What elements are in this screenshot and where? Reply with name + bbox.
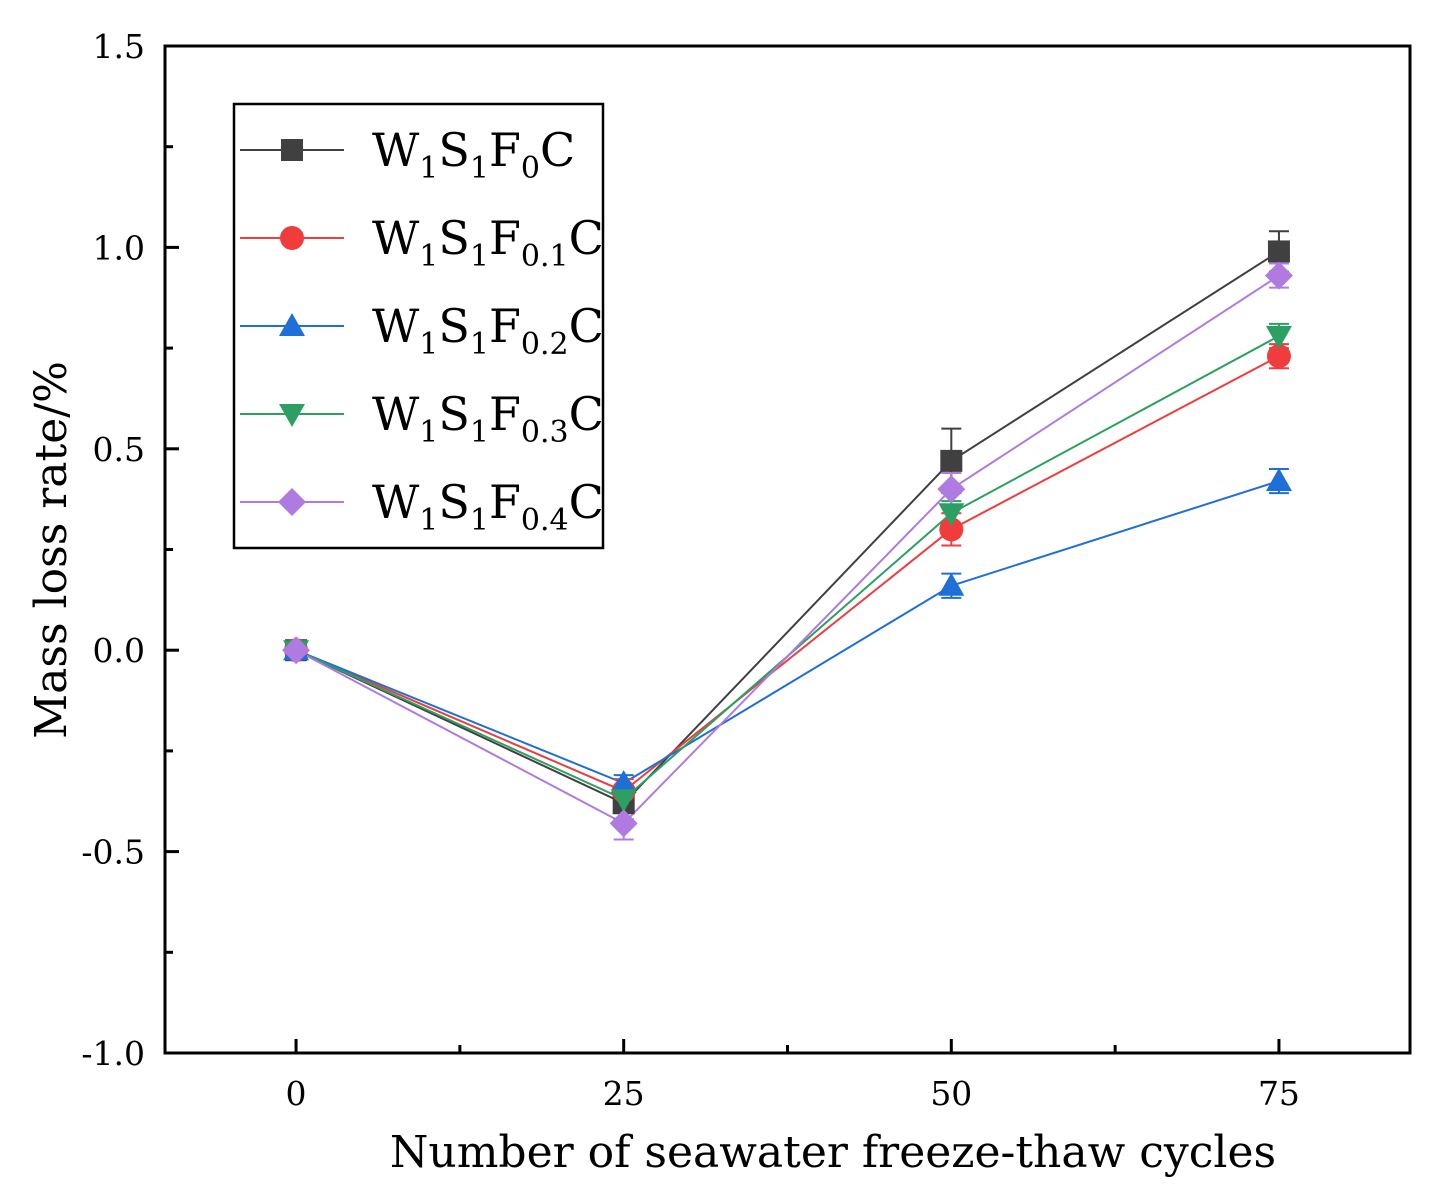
- legend-label-text: W: [372, 387, 420, 441]
- legend-label-text: W: [372, 211, 420, 265]
- legend-label-text: F: [489, 387, 521, 441]
- legend-label-text: S: [438, 475, 470, 529]
- legend-entry: W1S1F0C: [240, 123, 575, 186]
- legend-marker: [279, 404, 305, 427]
- legend-label: W1S1F0.2C: [372, 299, 604, 362]
- x-tick-label: 50: [930, 1074, 972, 1113]
- series-line-4: [295, 274, 1280, 825]
- legend-label-subscript: 1: [419, 239, 438, 274]
- legend-label-text: W: [372, 123, 420, 177]
- legend-label: W1S1F0.1C: [372, 211, 604, 274]
- legend-marker: [279, 313, 305, 336]
- y-tick-label: 0.5: [93, 430, 145, 469]
- legend-label-text: F: [489, 123, 521, 177]
- series-line-1: [295, 355, 1280, 793]
- legend-label-subscript: 1: [419, 151, 438, 186]
- data-series: [282, 230, 1293, 841]
- data-point: [940, 449, 963, 472]
- y-tick-label: 1.5: [93, 27, 145, 66]
- data-point: [1267, 240, 1290, 263]
- legend-label-text: S: [438, 123, 470, 177]
- x-tick-label: 0: [286, 1074, 307, 1113]
- legend-label-text: S: [438, 211, 470, 265]
- legend-entry: W1S1F0.2C: [240, 299, 604, 362]
- legend-label-subscript: 1: [419, 327, 438, 362]
- data-point: [1265, 326, 1292, 350]
- legend-label-text: C: [569, 211, 604, 265]
- y-axis: -1.0 -0.5 0.0 0.5 1.0 1.5: [81, 27, 179, 1073]
- y-axis-title: Mass loss rate/%: [26, 361, 77, 739]
- series-markers: [282, 240, 1293, 838]
- legend: W1S1F0CW1S1F0.1CW1S1F0.2CW1S1F0.3CW1S1F0…: [232, 102, 605, 550]
- legend-label: W1S1F0C: [372, 123, 575, 186]
- series-line-2: [295, 480, 1280, 785]
- legend-label-text: S: [438, 299, 470, 353]
- y-tick-label: -1.0: [81, 1034, 145, 1073]
- legend-label-subscript: 1: [470, 151, 489, 186]
- legend-label: W1S1F0.3C: [372, 387, 604, 450]
- legend-marker: [280, 226, 304, 250]
- legend-label-text: C: [540, 123, 575, 177]
- y-tick-label: 1.0: [93, 228, 145, 267]
- data-point: [609, 809, 638, 838]
- legend-label-subscript: 1: [470, 327, 489, 362]
- y-tick-label: -0.5: [81, 833, 145, 872]
- x-tick-label: 25: [603, 1074, 645, 1113]
- data-point: [937, 475, 966, 504]
- legend-entry: W1S1F0.1C: [240, 211, 604, 274]
- legend-label-subscript: 1: [419, 415, 438, 450]
- legend-label-text: W: [372, 475, 420, 529]
- data-point: [939, 517, 964, 542]
- series-lines: [295, 250, 1280, 825]
- legend-label-subscript: 1: [470, 503, 489, 538]
- y-tick-label: 0.0: [93, 631, 145, 670]
- data-point: [610, 770, 637, 794]
- legend-label-text: W: [372, 299, 420, 353]
- legend-label-subscript: 1: [419, 503, 438, 538]
- legend-label-subscript: 1: [470, 415, 489, 450]
- legend-label-subscript: 0: [521, 151, 540, 186]
- data-point: [938, 572, 965, 596]
- legend-entry: W1S1F0.4C: [240, 475, 604, 538]
- legend-label-subscript: 0.2: [521, 327, 569, 362]
- legend-label-text: C: [569, 475, 604, 529]
- legend-label-text: S: [438, 387, 470, 441]
- legend-marker: [278, 488, 306, 516]
- legend-label-text: C: [569, 387, 604, 441]
- legend-label-subscript: 0.3: [521, 415, 569, 450]
- data-point: [282, 636, 311, 665]
- x-tick-label: 75: [1258, 1074, 1300, 1113]
- series-line-0: [295, 250, 1280, 805]
- legend-label-subscript: 0.4: [521, 503, 569, 538]
- x-axis: 0 25 50 75: [286, 1039, 1300, 1113]
- data-point: [1264, 261, 1293, 290]
- legend-label-text: F: [489, 211, 521, 265]
- data-point: [938, 503, 965, 527]
- data-point: [1265, 468, 1292, 492]
- x-axis-title: Number of seawater freeze-thaw cycles: [390, 1127, 1276, 1178]
- legend-label-subscript: 1: [470, 239, 489, 274]
- legend-label: W1S1F0.4C: [372, 475, 604, 538]
- data-point: [610, 789, 637, 813]
- legend-marker: [281, 139, 303, 161]
- legend-label-text: F: [489, 299, 521, 353]
- legend-label-subscript: 0.1: [521, 239, 569, 274]
- data-point: [1266, 344, 1291, 369]
- legend-label-text: C: [569, 299, 604, 353]
- legend-entry: W1S1F0.3C: [240, 387, 604, 450]
- legend-label-text: F: [489, 475, 521, 529]
